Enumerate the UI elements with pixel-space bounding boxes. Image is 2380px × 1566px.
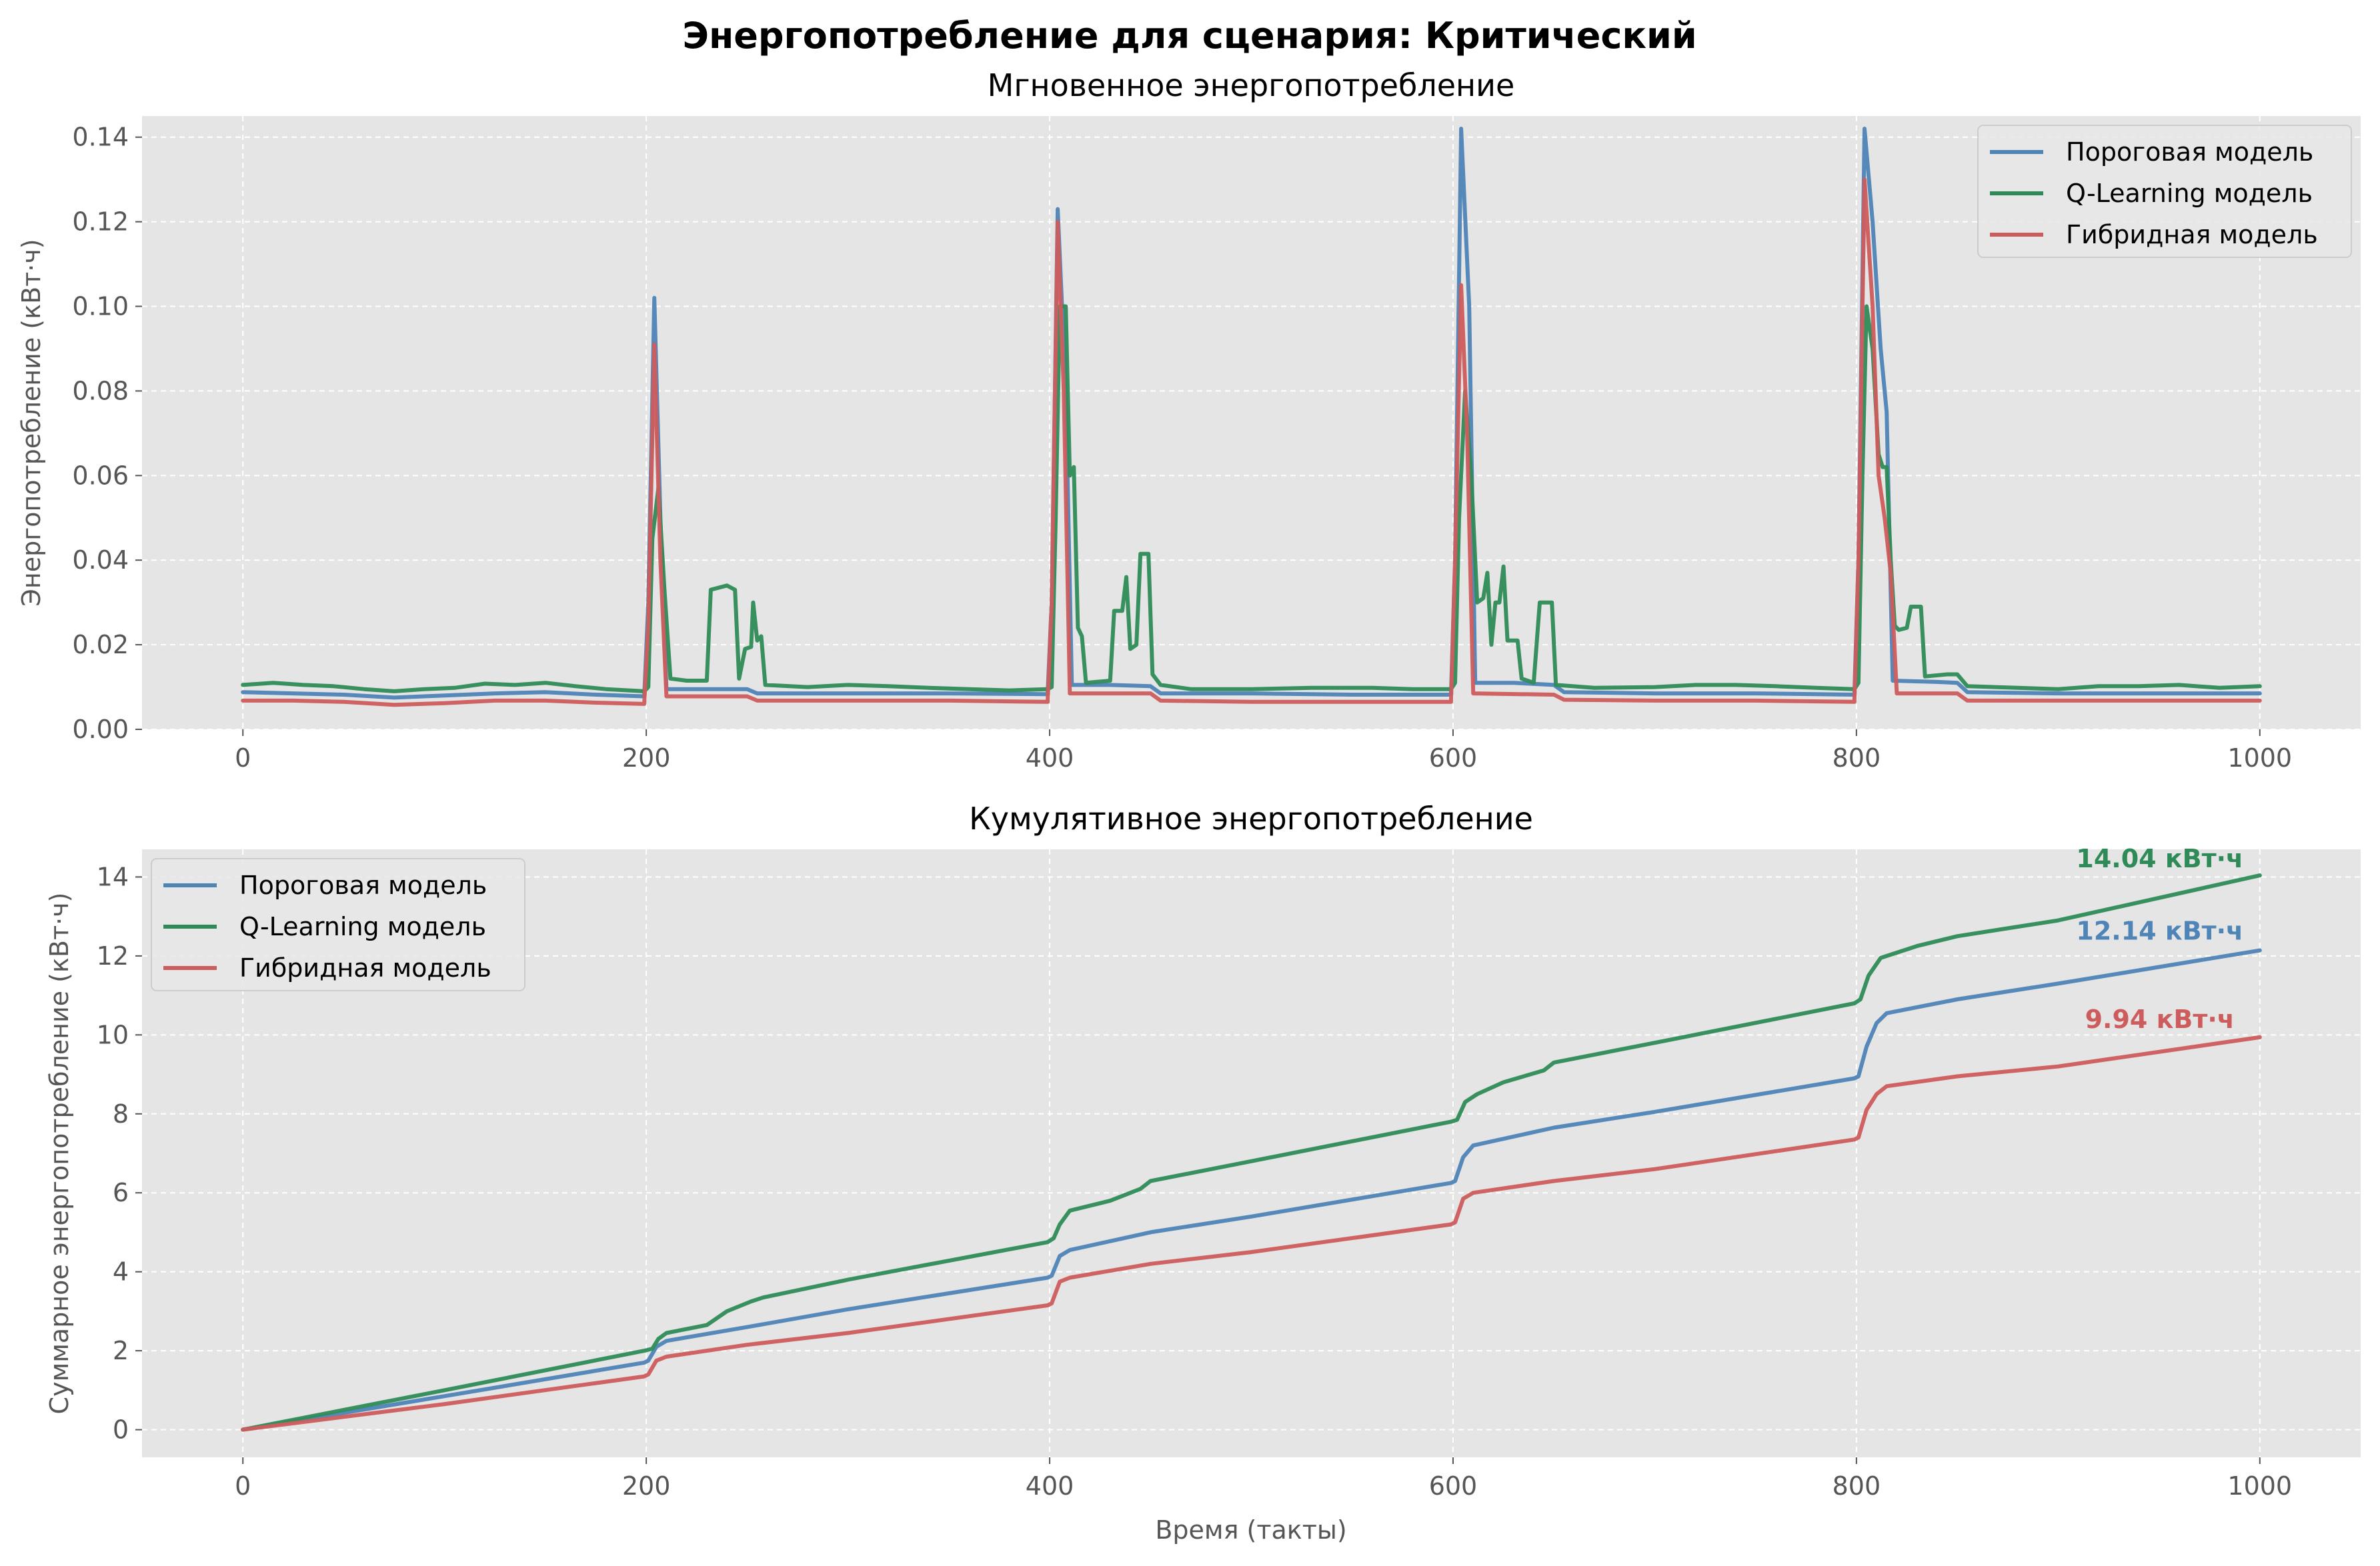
series-lines — [241, 127, 2262, 707]
y-tick-label: 2 — [113, 1336, 129, 1365]
x-tick-label: 400 — [1026, 1471, 1074, 1501]
x-tick-label: 1000 — [2227, 1471, 2292, 1501]
x-tick-label: 400 — [1026, 743, 1074, 773]
grid — [142, 849, 2361, 1457]
y-tick-label: 12 — [97, 941, 129, 971]
legend-label-hybrid-model: Гибридная модель — [2066, 220, 2318, 249]
y-axis-label: Энергопотребление (кВт·ч) — [17, 239, 46, 606]
legend-label-qlearning-model: Q-Learning модель — [239, 912, 486, 941]
legend: Пороговая модель Q-Learning модель Гибридн… — [151, 858, 525, 991]
y-ticks: 0 2 4 6 8 10 12 14 — [97, 862, 142, 1445]
y-tick-label: 0.04 — [72, 545, 129, 575]
x-ticks: 0 200 400 600 800 1000 — [235, 1457, 2292, 1501]
chart-title: Мгновенное энергопотребление — [988, 67, 1515, 103]
y-tick-label: 0 — [113, 1415, 129, 1445]
annotation-threshold-model: 12.14 кВт·ч — [2076, 917, 2243, 946]
y-tick-label: 0.00 — [72, 715, 129, 744]
figure-title: Энергопотребление для сценария: Критичес… — [682, 15, 1696, 57]
x-tick-label: 200 — [622, 743, 671, 773]
series-line-hybrid-model — [241, 1035, 2262, 1432]
y-tick-label: 0.02 — [72, 630, 129, 659]
y-tick-label: 14 — [97, 862, 129, 891]
x-tick-label: 0 — [235, 1471, 251, 1501]
series-line-qlearning-model — [241, 304, 2262, 693]
y-tick-label: 0.14 — [72, 123, 129, 152]
x-tick-label: 0 — [235, 743, 251, 773]
y-tick-label: 10 — [97, 1020, 129, 1049]
y-tick-label: 0.08 — [72, 376, 129, 405]
x-tick-label: 1000 — [2227, 743, 2292, 773]
legend-label-threshold-model: Пороговая модель — [2066, 137, 2313, 167]
instant-consumption-chart: 0 200 400 600 800 1000 0.000.020.040.060.080.… — [17, 67, 2361, 773]
y-tick-label: 0.06 — [72, 461, 129, 490]
legend-label-hybrid-model: Гибридная модель — [239, 953, 491, 983]
legend-label-threshold-model: Пороговая модель — [239, 871, 487, 900]
x-ticks: 0 200 400 600 800 1000 — [235, 729, 2292, 773]
y-axis-label: Суммарное энергопотребление (кВт·ч) — [45, 893, 74, 1415]
series-lines — [241, 873, 2262, 1432]
x-tick-label: 800 — [1833, 1471, 1881, 1501]
legend-frame — [1977, 125, 2352, 258]
legend-label-qlearning-model: Q-Learning модель — [2066, 179, 2313, 208]
x-axis-label: Время (такты) — [1155, 1515, 1346, 1545]
x-tick-label: 600 — [1429, 1471, 1478, 1501]
annotation-hybrid-model: 9.94 кВт·ч — [2085, 1005, 2235, 1034]
series-line-qlearning-model — [241, 873, 2262, 1432]
y-tick-label: 6 — [113, 1178, 129, 1207]
y-ticks: 0.00 0.02 0.04 0.06 0.08 0.10 0.12 0.14 — [72, 123, 142, 744]
y-tick-label: 0.12 — [72, 207, 129, 237]
x-tick-label: 800 — [1833, 743, 1881, 773]
x-tick-label: 600 — [1429, 743, 1478, 773]
cumulative-consumption-chart: 0 200 400 600 800 1000 0 2 4 6 8 10 12 14 Кумулятивн… — [45, 801, 2361, 1545]
y-tick-label: 4 — [113, 1257, 129, 1287]
series-line-threshold-model — [241, 948, 2262, 1432]
y-tick-label: 8 — [113, 1099, 129, 1129]
annotation-qlearning-model: 14.04 кВт·ч — [2076, 844, 2243, 873]
x-tick-label: 200 — [622, 1471, 671, 1501]
legend-frame — [151, 858, 525, 991]
y-tick-label: 0.10 — [72, 292, 129, 321]
legend: Пороговая модель Q-Learning модель Гибридн… — [1977, 125, 2352, 258]
final-value-annotations: 14.04 кВт·ч 12.14 кВт·ч 9.94 кВт·ч — [2076, 844, 2243, 1034]
chart-title: Кумулятивное энергопотребление — [969, 801, 1533, 837]
series-line-hybrid-model — [241, 177, 2262, 707]
